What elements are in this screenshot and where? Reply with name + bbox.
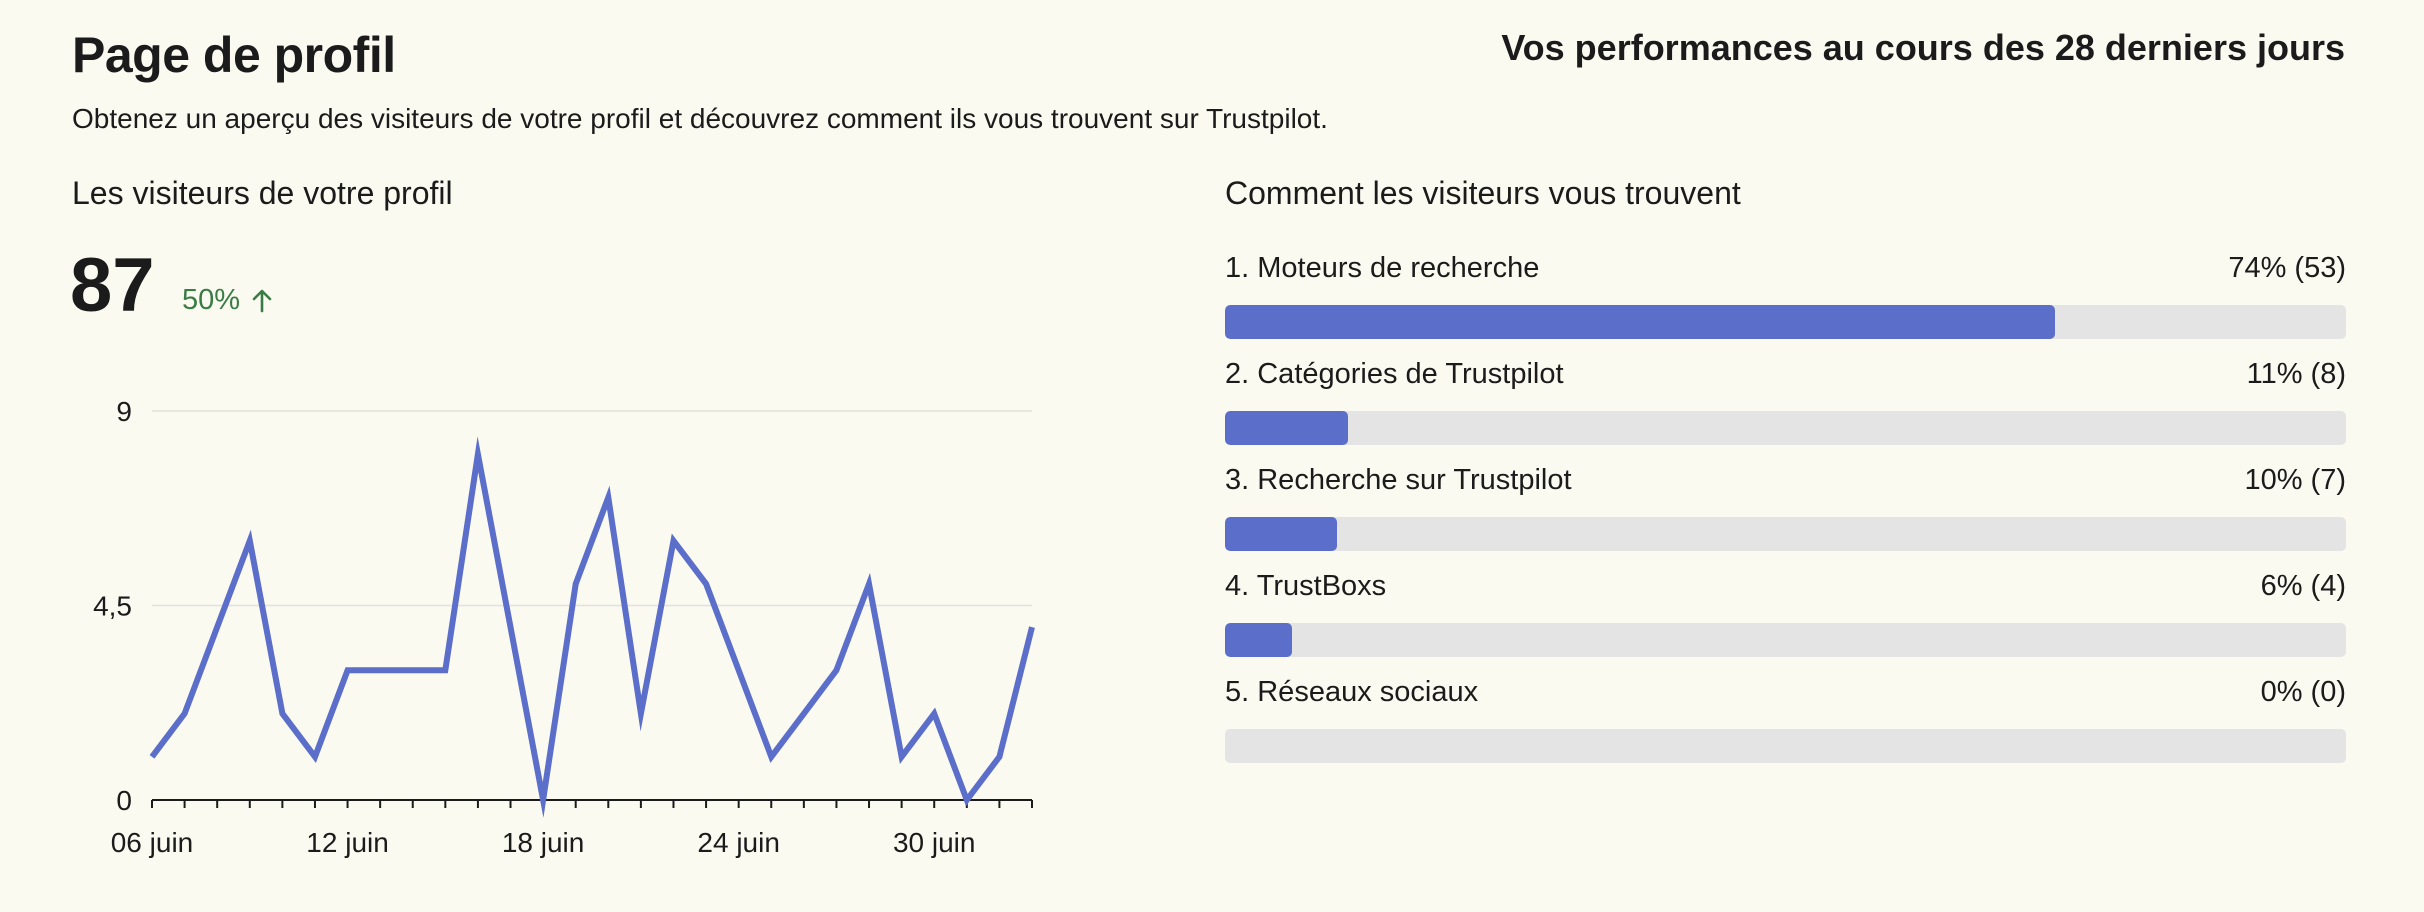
source-progress-track	[1225, 517, 2346, 551]
source-row: 3. Recherche sur Trustpilot 10% (7)	[1225, 457, 2346, 563]
x-tick-label: 24 juin	[697, 827, 780, 858]
visitors-line-chart: 0 4,5 9 06 juin 12 juin 18 juin 24 juin 30 juin	[93, 396, 1035, 858]
y-tick-label: 0	[116, 785, 132, 816]
visitors-change-percent: 50%	[182, 284, 241, 316]
x-tick-label: 30 juin	[893, 827, 976, 858]
source-progress-track	[1225, 411, 2346, 445]
source-label: 5. Réseaux sociaux	[1225, 676, 1479, 708]
sources-list: 1. Moteurs de recherche 74% (53) 2. Catégo…	[1225, 245, 2346, 775]
source-progress-track	[1225, 729, 2346, 763]
arrow-up-icon	[252, 289, 272, 312]
y-tick-label: 9	[116, 396, 132, 427]
visitors-trend-badge: 50%	[182, 286, 272, 315]
page-subtitle: Obtenez un aperçu des visiteurs de votre…	[72, 103, 1328, 134]
source-label: 2. Catégories de Trustpilot	[1225, 358, 1564, 390]
source-row: 4. TrustBoxs 6% (4)	[1225, 563, 2346, 669]
source-progress-fill	[1225, 411, 1349, 445]
page-title: Page de profil	[72, 27, 396, 83]
total-visitors-count: 87	[70, 243, 155, 328]
source-row: 5. Réseaux sociaux 0% (0)	[1225, 669, 2346, 775]
source-value: 11% (8)	[2246, 358, 2346, 390]
source-progress-fill	[1225, 623, 1293, 657]
source-progress-track	[1225, 305, 2346, 339]
period-title: Vos performances au cours des 28 dernier…	[1501, 27, 2345, 68]
source-progress-fill	[1225, 517, 1338, 551]
source-progress-fill	[1225, 305, 2055, 339]
sources-section-title: Comment les visiteurs vous trouvent	[1225, 175, 1741, 211]
source-label: 4. TrustBoxs	[1225, 570, 1387, 602]
source-value: 6% (4)	[2260, 570, 2346, 602]
source-progress-track	[1225, 623, 2346, 657]
visitors-series-line	[149, 436, 1035, 818]
source-row: 2. Catégories de Trustpilot 11% (8)	[1225, 351, 2346, 457]
source-value: 10% (7)	[2244, 464, 2346, 496]
source-row: 1. Moteurs de recherche 74% (53)	[1225, 245, 2346, 351]
source-label: 1. Moteurs de recherche	[1225, 252, 1540, 284]
x-tick-label: 18 juin	[502, 827, 585, 858]
source-value: 0% (0)	[2260, 676, 2346, 708]
visitors-section-title: Les visiteurs de votre profil	[72, 175, 453, 211]
y-tick-label: 4,5	[93, 591, 132, 622]
x-tick-label: 12 juin	[306, 827, 389, 858]
x-tick-label: 06 juin	[111, 827, 194, 858]
source-value: 74% (53)	[2228, 252, 2346, 284]
source-label: 3. Recherche sur Trustpilot	[1225, 464, 1572, 496]
